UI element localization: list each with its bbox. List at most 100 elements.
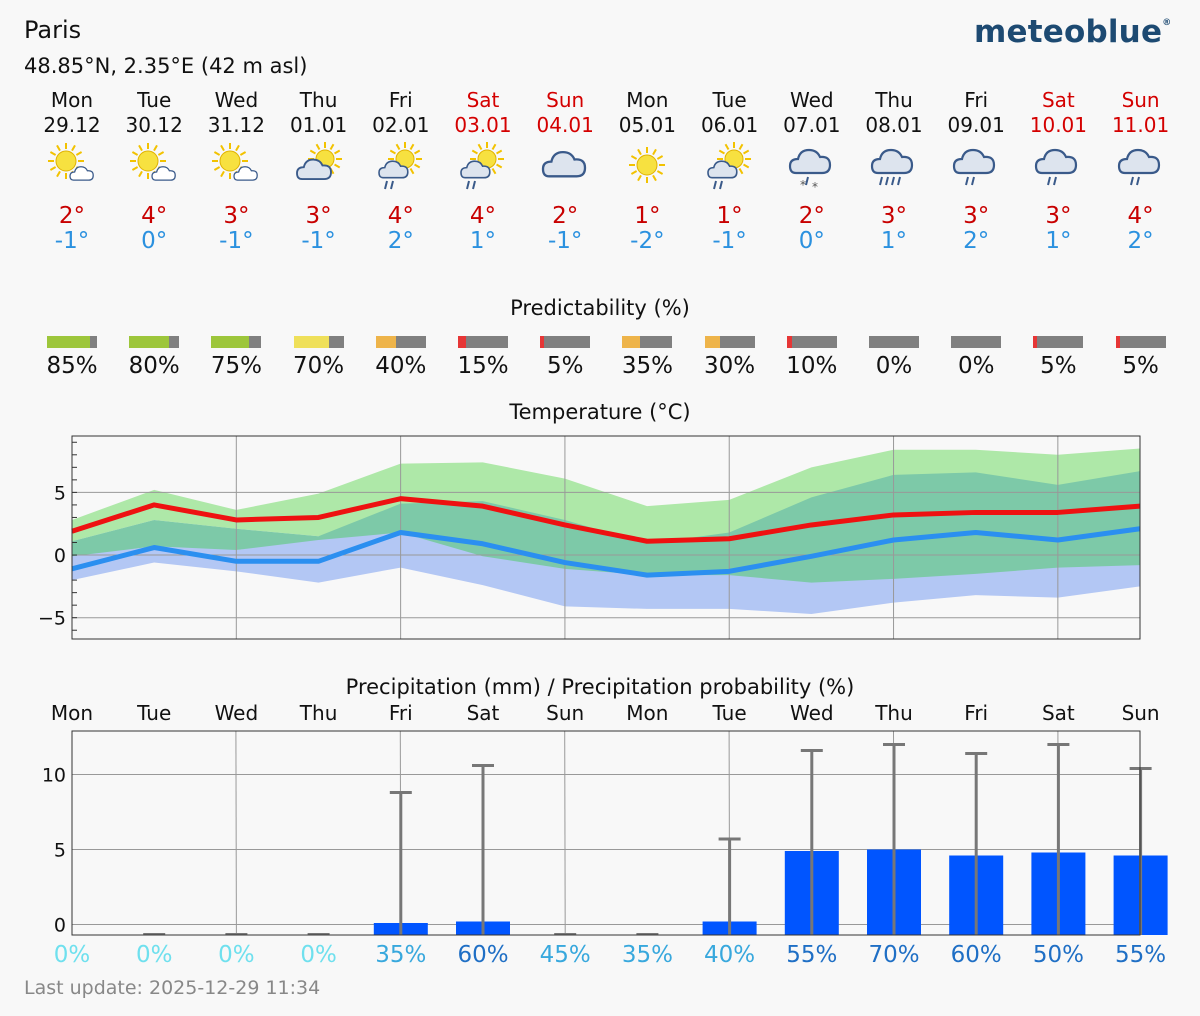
day-date: 11.01 [1111, 113, 1170, 137]
day-date: 31.12 [207, 113, 266, 137]
x-category-label: Mon [50, 701, 94, 725]
predictability-title: Predictability (%) [510, 296, 690, 320]
precipitation-probability: 35% [375, 942, 427, 968]
day-date: 01.01 [289, 113, 348, 137]
temp-max: 2° [798, 203, 825, 229]
day-date: 07.01 [783, 113, 841, 137]
day-column: Sat 03.01 4° 1° [442, 88, 524, 254]
temperature-title: Temperature (°C) [509, 400, 691, 424]
day-name: Fri [388, 88, 413, 112]
predictability-percent: 0% [957, 353, 995, 379]
y-tick-label: 5 [54, 482, 66, 504]
sun-icon [606, 141, 688, 199]
precipitation-probability: 0% [218, 942, 255, 968]
day-column: Mon 05.01 1° -2° [606, 88, 688, 254]
y-tick-label: 5 [54, 840, 66, 862]
predictability-fill [622, 336, 640, 348]
coordinates: 48.85°N, 2.35°E (42 m asl) [24, 54, 308, 78]
day-column: Wed 07.01 * * 2° 0° [771, 88, 853, 254]
temp-min: -1° [301, 228, 336, 254]
precipitation-probability: 35% [621, 942, 673, 968]
day-date: 02.01 [372, 113, 430, 137]
temp-min: 1° [469, 228, 497, 254]
predictability-bar [47, 336, 97, 348]
x-category-label: Thu [875, 701, 913, 725]
cloud-sun-icon [278, 141, 360, 199]
day-date: 03.01 [454, 113, 512, 137]
temp-max: 4° [469, 203, 497, 229]
temp-max: 4° [387, 203, 414, 229]
y-tick-label: 0 [54, 915, 66, 937]
sun-cloud-icon [113, 141, 195, 199]
cloud-rain-icon [935, 141, 1017, 199]
min-temperature-line [71, 526, 1141, 578]
predictability-bar [458, 336, 508, 348]
sun-cloud-icon [195, 141, 277, 199]
day-date: 10.01 [1029, 113, 1088, 137]
predictability-percent: 5% [546, 353, 584, 379]
max-temperature-line [71, 496, 1141, 544]
predictability-fill [129, 336, 170, 348]
temp-max: 3° [305, 203, 332, 229]
brand-name: meteoblue [974, 14, 1163, 50]
temp-max: 4° [141, 203, 168, 229]
precipitation-probability: 0% [53, 942, 91, 968]
predictability-fill [786, 336, 792, 348]
predictability-bar [951, 336, 1002, 348]
plot-frame [71, 435, 1141, 640]
predictability-percent: 40% [375, 353, 427, 379]
x-category-label: Sun [546, 701, 585, 725]
predictability-fill [458, 336, 466, 348]
x-category-label: Thu [299, 701, 338, 725]
x-category-label: Fri [964, 701, 989, 725]
day-column: Mon 29.12 2° -1° [31, 88, 113, 254]
precipitation-probability: 40% [704, 942, 756, 968]
x-category-label: Sun [1121, 701, 1160, 725]
svg-text:*: * [812, 180, 818, 194]
cloud-rain-icon [1100, 141, 1182, 199]
grid-line-vertical [564, 730, 566, 936]
predictability-percent: 35% [621, 353, 673, 379]
predictability-bar [869, 336, 919, 348]
day-name: Tue [712, 88, 747, 112]
x-category-label: Wed [789, 701, 834, 725]
precipitation-probability: 50% [1032, 942, 1084, 968]
predictability-bar [293, 336, 344, 348]
day-name: Sun [1121, 88, 1160, 112]
day-date: 06.01 [700, 113, 759, 137]
predictability-percent: 80% [128, 353, 180, 379]
y-tick-label: 0 [54, 545, 66, 567]
day-name: Wed [789, 88, 834, 112]
day-name: Sat [1041, 88, 1075, 112]
day-name: Thu [299, 88, 338, 112]
predictability-percent: 5% [1040, 353, 1077, 379]
predictability-bar [1115, 336, 1166, 348]
precipitation-probability: 0% [135, 942, 173, 968]
predictability-fill [1033, 336, 1038, 348]
temp-max: 3° [1045, 203, 1072, 229]
day-date: 05.01 [618, 113, 677, 137]
day-column: Tue 30.12 4° 0° [113, 88, 195, 254]
predictability-fill [704, 336, 720, 348]
predictability-fill [375, 336, 396, 348]
y-tick-label: 10 [42, 765, 66, 787]
day-date: 04.01 [536, 113, 594, 137]
temp-min: 0° [141, 228, 168, 254]
temp-max: 3° [963, 203, 990, 229]
cloud-icon [524, 141, 606, 199]
temp-min: 1° [880, 228, 908, 254]
predictability-percent: 5% [1122, 353, 1159, 379]
predictability-fill [293, 336, 329, 348]
last-update: Last update: 2025-12-29 11:34 [24, 977, 321, 999]
predictability-fill [540, 336, 545, 348]
grid-line-vertical [235, 730, 237, 936]
sun-cloud-icon [31, 141, 113, 199]
predictability-percent: 85% [46, 353, 98, 379]
predictability-percent: 30% [704, 353, 756, 379]
cloud-snow-icon: * * [771, 141, 853, 199]
predictability-fill [47, 336, 90, 348]
svg-text:*: * [800, 178, 806, 192]
x-category-label: Tue [712, 701, 747, 725]
